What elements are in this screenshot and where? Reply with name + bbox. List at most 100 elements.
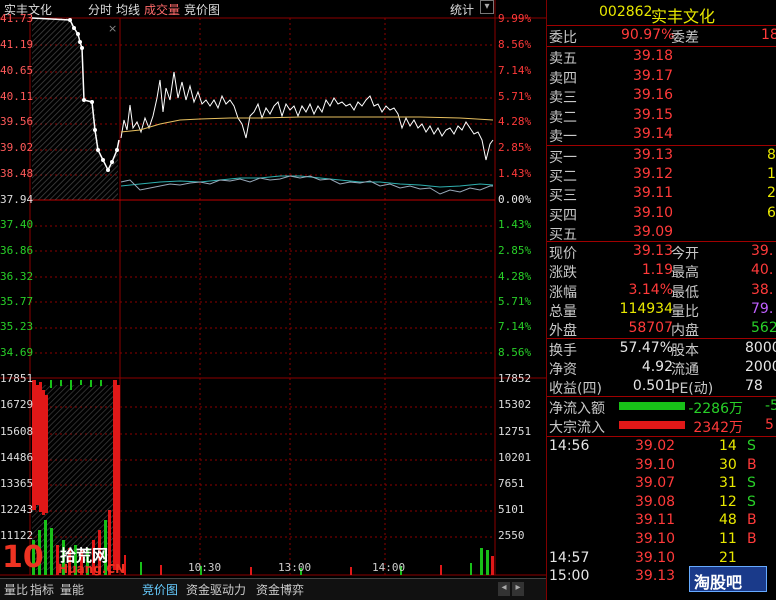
weibi-value: 90.97% [621, 27, 675, 43]
stat-value: 39. [751, 243, 774, 259]
price-tick-label: 40.65 [0, 64, 34, 77]
tick-time: 14:57 [549, 549, 590, 566]
stat-label: PE(动) [671, 381, 714, 397]
intraday-chart-panel[interactable]: 实丰文化 分时 均线 成交量 竞价图 统计 ▾ [0, 0, 546, 600]
tick-row: 39.10 11 B [547, 530, 776, 550]
flow-value: -2286万 [688, 401, 743, 417]
pct-tick-label: 2.85% [498, 141, 532, 154]
weibi-row: 委比 90.97% 委差 18 [547, 26, 776, 46]
pct-tick-label: 1.43% [498, 218, 532, 231]
tick-volume: 31 [719, 475, 737, 492]
tick-row: 14:57 39.10 21 [547, 549, 776, 569]
buy-level-row: 买一 39.13 8 [547, 146, 776, 166]
stock-code: 002862 [599, 4, 653, 20]
flow-extra: 5 [765, 417, 774, 433]
scroll-right-icon[interactable]: ▸ [512, 582, 524, 596]
flow-label: 净流入额 [549, 401, 605, 417]
price-tick-label: 35.23 [0, 320, 34, 333]
tick-volume: 11 [719, 531, 737, 547]
stat-value: 58707 [628, 320, 673, 337]
tick-side: S [747, 475, 756, 492]
flow-value: 2342万 [693, 420, 743, 436]
stock-name: 实丰文化 [651, 7, 716, 26]
tick-price: 39.07 [635, 475, 676, 492]
watermark-logo: 10 拾荒网 Huang.CN [0, 540, 140, 580]
tick-price: 39.02 [635, 438, 676, 454]
tick-side: S [747, 438, 756, 454]
pct-tick-label: 8.56% [498, 38, 532, 51]
pct-tick-label: 5.71% [498, 90, 532, 103]
price-tick-label: 41.73 [0, 12, 34, 25]
sell-level-price: 39.16 [633, 87, 674, 104]
stat-label: 现价 [549, 246, 577, 262]
tab-capital-drive[interactable]: 资金驱动力 [186, 583, 247, 597]
stat-label: 流通 [671, 362, 699, 378]
stat-value: 78 [745, 378, 763, 394]
tick-row: 39.08 12 S [547, 493, 776, 513]
tick-time: 15:00 [549, 568, 590, 585]
tick-side: B [747, 456, 757, 473]
tab-auction-chart[interactable]: 竞价图 [142, 583, 179, 597]
stat-value: 57.47% [619, 340, 673, 356]
tab-liangbi[interactable]: 量比 [4, 583, 29, 597]
stat-label: 净资 [549, 362, 577, 378]
pct-tick-label: 5.71% [498, 295, 532, 308]
tick-price: 39.10 [635, 456, 676, 473]
tick-volume: 30 [719, 456, 737, 473]
stat-row: 收益(四) 0.501 PE(动) 78 [547, 377, 776, 397]
tick-row: 39.11 48 B [547, 511, 776, 531]
auction-volume-bars [32, 380, 120, 570]
buy-level-volume: 2 [767, 185, 776, 202]
average-line [120, 116, 494, 133]
volume-tick-label: 15302 [498, 398, 532, 411]
sell-level-label: 卖四 [549, 70, 577, 87]
stat-row: 总量 114934 量比 79. [547, 300, 776, 320]
chart-menu-button[interactable]: ▾ [480, 0, 494, 14]
tab-zhibiao[interactable]: 指标 [30, 583, 55, 597]
tick-price: 39.11 [635, 512, 676, 529]
tick-price: 39.08 [635, 493, 676, 510]
tick-row: 15:00 39.13 [547, 567, 776, 587]
price-tick-label: 35.77 [0, 295, 34, 308]
stat-label: 涨跌 [549, 265, 577, 282]
volume-bars [32, 510, 494, 575]
stat-value: 1.19 [641, 262, 673, 279]
buy-level-volume: 1 [767, 166, 776, 183]
buy-level-price: 39.11 [633, 185, 674, 202]
flow-row: 大宗流入 2342万 5 [547, 416, 776, 436]
sell-level-row: 卖一 39.14 [547, 125, 776, 145]
stat-label: 换手 [549, 343, 577, 359]
volume-tick-label: 5101 [498, 503, 525, 516]
pct-tick-label: 9.99% [498, 12, 532, 25]
tick-side: B [747, 531, 757, 547]
watermark-taoguba: 淘股吧 [689, 566, 767, 592]
tick-row: 14:56 39.02 14 S [547, 437, 776, 457]
buy-level-volume: 8 [767, 147, 776, 163]
tab-liangneng[interactable]: 量能 [60, 583, 85, 597]
watermark-url: Huang.CN [58, 562, 126, 576]
stat-value: 114934 [619, 300, 673, 317]
stats-button[interactable]: 统计 [450, 3, 475, 17]
buy-level-price: 39.10 [633, 204, 674, 221]
sell-level-label: 卖一 [549, 129, 577, 146]
tab-junxian[interactable]: 均线 [116, 3, 141, 17]
stat-value: 8000 [745, 340, 776, 356]
volume-tick-label: 17851 [0, 372, 34, 385]
buy-level-label: 买五 [549, 226, 577, 243]
tab-capital-game[interactable]: 资金博弈 [256, 583, 305, 597]
flow-row: 净流入额 -2286万 -5 [547, 397, 776, 417]
buy-level-label: 买三 [549, 188, 577, 205]
price-tick-label: 37.94 [0, 193, 34, 206]
buy-level-row: 买四 39.10 6 [547, 204, 776, 224]
scroll-left-icon[interactable]: ◂ [498, 582, 510, 596]
sell-level-price: 39.15 [633, 106, 674, 123]
weicha-label: 委差 [671, 30, 699, 46]
sell-level-row: 卖三 39.16 [547, 86, 776, 106]
sell-level-price: 39.18 [633, 48, 674, 64]
tab-auction[interactable]: 竞价图 [184, 3, 221, 17]
tab-volume[interactable]: 成交量 [144, 3, 181, 17]
tick-volume: 12 [719, 493, 737, 510]
tab-fenshi[interactable]: 分时 [88, 3, 113, 17]
price-tick-label: 39.56 [0, 115, 34, 128]
stat-value: 38. [751, 281, 774, 298]
